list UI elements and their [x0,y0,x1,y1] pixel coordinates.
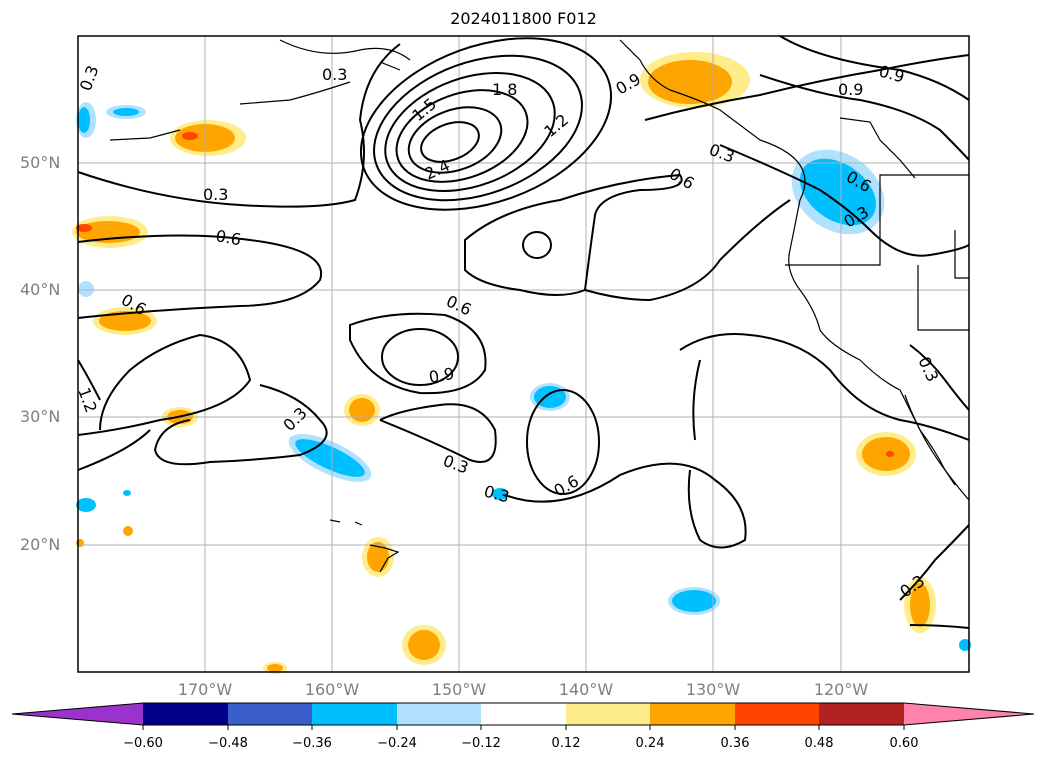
lon-label-170w: 170°W [177,680,233,699]
contour-label: 0.9 [427,364,455,387]
colorbar-tick-label: −0.60 [123,736,163,751]
lon-label-150w: 150°W [431,680,487,699]
lon-label-120w: 120°W [813,680,869,699]
contour-label: 1.8 [492,80,517,99]
colorbar-segment [397,703,481,725]
lon-label-130w: 130°W [685,680,741,699]
map-frame [77,35,970,673]
colorbar-tick-label: 0.12 [551,736,581,751]
lon-label-140w: 140°W [558,680,614,699]
colorbar-segment [566,703,650,725]
coastlines [109,39,970,573]
colorbar-segment [904,703,1034,725]
colorbar-tick-label: −0.24 [377,736,417,751]
colorbar-tick-label: −0.48 [208,736,248,751]
colorbar-segment [12,703,143,725]
colorbar-tick-label: 0.48 [804,736,834,751]
colorbar-segment [819,703,904,725]
colorbar [11,702,1035,730]
negative-anomaly-shading [76,102,971,651]
map-title: 2024011800 F012 [450,9,597,28]
colorbar-segment [312,703,397,725]
contour-label: 0.9 [838,80,863,99]
lon-label-160w: 160°W [304,680,360,699]
colorbar-segment [143,703,228,725]
colorbar-segment [481,703,566,725]
lat-label-30n: 30°N [20,407,61,426]
lat-label-40n: 40°N [20,280,61,299]
lat-label-20n: 20°N [20,535,61,554]
colorbar-tick-label: 0.24 [635,736,665,751]
contour-label: 0.3 [322,65,347,84]
positive-anomaly-shading [72,52,936,674]
lat-label-50n: 50°N [20,153,61,172]
colorbar-segment [650,703,735,725]
contour-label: 0.6 [214,226,242,249]
colorbar-tick-label: −0.12 [461,736,501,751]
colorbar-tick-label: −0.36 [292,736,332,751]
contour-label: 0.3 [203,185,228,204]
colorbar-segment [735,703,819,725]
colorbar-tick-label: 0.36 [720,736,750,751]
contour-lines [77,35,970,629]
colorbar-tick-label: 0.60 [889,736,919,751]
colorbar-segment [228,703,312,725]
